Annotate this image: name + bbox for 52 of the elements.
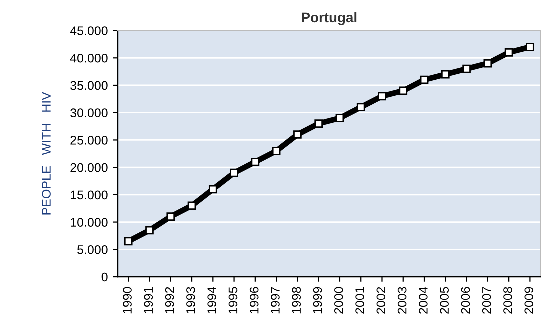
x-tick-label: 1997 [271,287,280,314]
x-tick-label: 2009 [524,287,534,314]
point [462,64,471,74]
point [124,237,133,246]
y-tick-label: 30.000 [70,108,108,118]
y-tick-label: 40.000 [70,54,108,63]
x-tick-label: 1999 [313,287,322,314]
y-tick-label: 5.000 [78,245,108,254]
x-tick-label: 1993 [186,287,196,314]
x-tick-label: 2008 [504,287,512,314]
x-tick-label: 2007 [482,287,492,314]
point [420,76,429,84]
y-tick-label: 15.000 [71,190,108,200]
x-tick-label: 1991 [144,287,154,314]
point [378,92,386,101]
point [526,43,534,52]
y-axis-title: PEOPLE WITH HIV [42,92,51,215]
point [208,185,218,194]
x-tick-label: 2004 [419,287,428,314]
y-tick-label: 25.000 [70,136,108,145]
x-tick-label: 2002 [376,287,386,314]
x-tick-label: 1990 [123,287,132,314]
point [504,48,514,57]
point [484,59,492,68]
x-tick-label: 1998 [292,287,302,314]
x-tick-label: 1995 [228,287,238,314]
point [188,202,196,210]
y-tick-label: 45.000 [70,26,108,36]
x-tick-label: 2006 [461,287,470,314]
x-tick-label: 1992 [165,287,174,314]
x-tick-label: 2001 [356,287,364,314]
x-tick-label: 2000 [334,287,344,314]
x-tick-label: 1996 [250,287,259,314]
x-tick-label: 2003 [398,287,407,314]
x-tick-label: 1994 [208,287,217,314]
chart-title: Portugal [302,12,357,26]
point [356,103,366,112]
point [336,114,344,122]
point [251,158,260,166]
x-tick-label: 2005 [440,287,450,314]
y-tick-label: 0 [102,272,108,282]
y-tick-label: 10.000 [71,218,108,227]
point [146,226,154,235]
point [441,70,450,79]
y-tick-label: 35.000 [70,81,108,90]
point [272,146,281,156]
point [314,120,323,128]
point [399,86,408,96]
point [294,130,302,139]
y-tick-label: 20.000 [70,163,108,172]
point [230,168,238,178]
point [166,212,176,221]
